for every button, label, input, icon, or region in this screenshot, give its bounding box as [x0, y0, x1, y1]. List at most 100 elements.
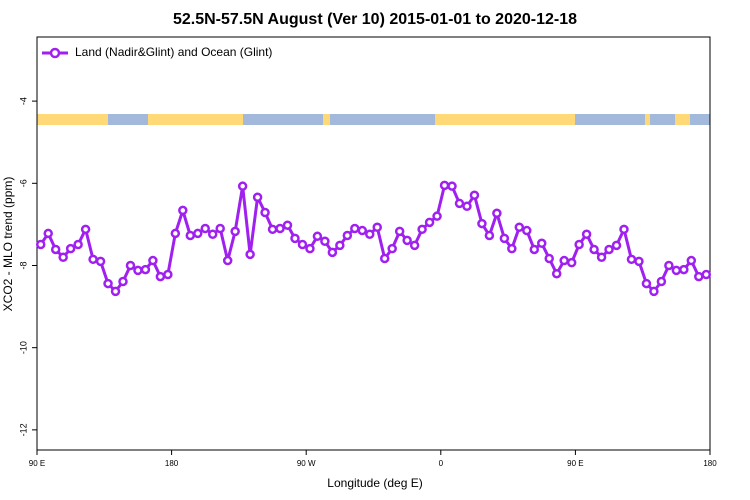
series-point — [447, 181, 457, 191]
series-point — [365, 229, 375, 240]
series-point — [80, 224, 91, 235]
series-point — [469, 190, 480, 200]
series-point — [544, 253, 554, 264]
series-point — [267, 224, 278, 235]
series-point — [350, 223, 360, 234]
series-point — [439, 180, 450, 191]
series-point — [110, 286, 121, 297]
y-tick-label: -6 — [18, 179, 28, 187]
series-point — [514, 222, 525, 233]
series-point — [387, 243, 397, 254]
x-tick-label: 90 E — [567, 459, 583, 468]
series-point — [118, 276, 128, 287]
series-point — [95, 256, 106, 267]
series-point — [237, 181, 248, 191]
series-point — [185, 230, 196, 241]
series-point — [327, 247, 338, 258]
series-point — [342, 230, 353, 241]
series-point — [394, 226, 405, 237]
y-tick-label: -8 — [18, 261, 28, 269]
series-point — [245, 249, 255, 260]
series-point — [522, 225, 532, 236]
series-point — [193, 228, 203, 239]
series-point — [178, 205, 188, 216]
series-point — [679, 264, 689, 275]
series-point — [312, 231, 323, 242]
series-point — [462, 201, 472, 212]
series-point — [664, 260, 674, 271]
series-point — [73, 239, 83, 250]
series-point — [357, 225, 368, 236]
series-point — [170, 228, 181, 239]
series-point — [200, 223, 210, 234]
series-point — [379, 253, 390, 264]
series-point — [297, 239, 308, 250]
y-axis-label: XCO2 - MLO trend (ppm) — [1, 177, 15, 312]
series-point — [252, 192, 263, 203]
series-point — [537, 238, 547, 249]
series-point — [372, 222, 382, 233]
series-point — [290, 233, 300, 244]
series-point — [155, 271, 166, 282]
series-point — [163, 269, 173, 280]
series-point — [58, 252, 68, 263]
series-point — [282, 220, 293, 230]
legend-marker — [49, 47, 61, 59]
series-point — [148, 255, 158, 266]
series-point — [694, 271, 704, 282]
series-line — [39, 183, 707, 294]
series-point — [611, 240, 622, 251]
series-point — [484, 230, 495, 241]
chart-title: 52.5N-57.5N August (Ver 10) 2015-01-01 t… — [173, 11, 577, 28]
series-point — [686, 255, 697, 266]
x-tick-label: 0 — [439, 459, 444, 468]
series-point — [88, 254, 98, 265]
series-point — [596, 252, 607, 263]
series-point — [559, 255, 569, 266]
series-point — [634, 256, 644, 267]
series-point — [260, 207, 270, 218]
series-point — [207, 229, 218, 240]
series-point — [626, 254, 637, 265]
series-point — [222, 255, 233, 266]
series-point — [43, 228, 53, 239]
series-point — [305, 243, 315, 254]
x-tick-label: 90 W — [297, 459, 316, 468]
series-point — [619, 224, 629, 235]
series-point — [499, 233, 510, 244]
series-point — [335, 240, 345, 251]
y-tick-label: -10 — [18, 341, 28, 354]
series-point — [65, 243, 76, 254]
x-tick-label: 90 E — [29, 459, 45, 468]
series-point — [671, 265, 682, 276]
series-point — [402, 235, 412, 246]
x-axis-label: Longitude (deg E) — [327, 476, 422, 490]
series-point — [604, 244, 614, 255]
series-point — [140, 264, 151, 275]
series-point — [215, 223, 225, 234]
legend-label: Land (Nadir&Glint) and Ocean (Glint) — [75, 45, 272, 59]
series-point — [581, 229, 592, 240]
x-tick-label: 180 — [165, 459, 179, 468]
series-point — [454, 198, 465, 209]
series-point — [417, 224, 427, 235]
series-point — [35, 239, 46, 250]
series-point — [133, 265, 143, 276]
series-point — [649, 286, 659, 297]
series-point — [701, 269, 712, 280]
plot-frame — [36, 36, 711, 451]
x-tick-label: 180 — [703, 459, 717, 468]
series-point — [432, 211, 442, 221]
series-point — [477, 218, 487, 229]
series-point — [589, 244, 599, 255]
series-point — [574, 239, 584, 250]
series-point — [275, 223, 285, 234]
series-point — [320, 236, 330, 246]
series-point — [50, 244, 61, 255]
y-tick-label: -4 — [18, 97, 28, 105]
series-point — [551, 268, 562, 279]
series-point — [529, 244, 540, 255]
series-point — [656, 276, 667, 287]
series-point — [125, 260, 136, 271]
